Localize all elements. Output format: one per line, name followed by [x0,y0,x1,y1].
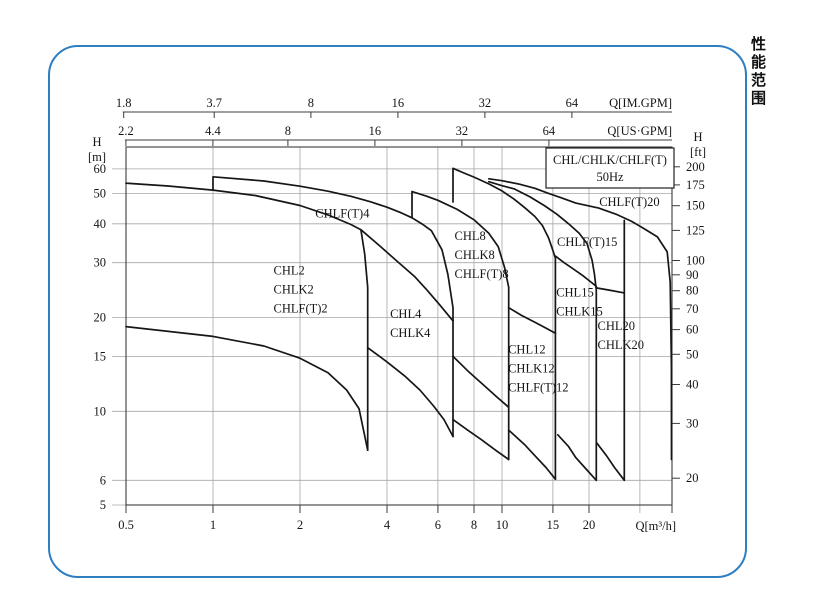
curve-label: CHLK20 [598,338,645,352]
curve-label: CHLF(T)12 [508,381,568,395]
y-right-tick-label: 30 [686,416,699,430]
im-gpm-tick-label: 1.8 [116,96,132,110]
pump-curve-CHL2-bottom [125,325,369,452]
y-right-tick-label: 60 [686,323,699,337]
curve-label: CHL4 [390,307,422,321]
curve-label: CHL2 [274,264,305,278]
us-gpm-tick-label: 4.4 [205,124,221,138]
y-left-tick-label: 5 [100,498,106,512]
pump-curve-CHL15-mid [554,255,598,288]
y-left-tick-label: 6 [100,473,106,487]
us-gpm-tick-label: 32 [456,124,469,138]
y-left-tick-label: 20 [94,311,107,325]
curve-label: CHLK4 [390,326,431,340]
x-axis-label: Q[m³/h] [635,519,676,533]
us-gpm-tick-label: 2.2 [118,124,134,138]
im-gpm-axis-label: Q[IM.GPM] [609,96,672,110]
y-right-tick-label: 50 [686,347,699,361]
y-right-tick-label: 125 [686,223,705,237]
pump-curve-CHL8-bottom [452,418,510,461]
pump-curve-CHL20-mid [595,287,626,294]
pump-curve-CHL15-bottom [556,433,598,482]
x-tick-label: 1 [210,518,216,532]
curve-label: CHLK2 [274,283,314,297]
pump-curve-CHL12-top [452,167,557,481]
x-tick-label: 20 [583,518,596,532]
y-right-axis-label: H [693,130,702,144]
pump-curve-CHL12-bottom [507,429,557,481]
y-left-tick-label: 50 [94,187,107,201]
im-gpm-tick-label: 16 [392,96,405,110]
us-gpm-axis-label: Q[US·GPM] [607,124,672,138]
y-left-axis-unit: [m] [88,150,106,164]
title-box-line1: CHL/CHLK/CHLF(T) [553,153,667,167]
y-right-tick-label: 70 [686,302,699,316]
pump-curve-CHL2-top [125,182,369,452]
pump-curve-CHL4-top [212,175,454,438]
y-right-tick-label: 175 [686,178,705,192]
im-gpm-tick-label: 64 [566,96,579,110]
im-gpm-tick-label: 3.7 [206,96,222,110]
y-right-tick-label: 150 [686,199,705,213]
pump-curve-CHL15-top [487,180,598,482]
pump-curve-CHL20-bottom [596,442,626,482]
us-gpm-tick-label: 64 [543,124,556,138]
curve-label: CHLK8 [455,248,495,262]
chart-frame-border [48,45,747,578]
title-box-line2: 50Hz [596,170,624,184]
us-gpm-tick-label: 16 [369,124,382,138]
im-gpm-tick-label: 8 [308,96,314,110]
im-gpm-tick-label: 32 [479,96,492,110]
curve-label: CHLK15 [556,305,603,319]
side-vertical-label: 性能范围 [749,36,765,108]
y-right-tick-label: 200 [686,160,705,174]
y-right-tick-label: 20 [686,471,699,485]
curve-label: CHL15 [556,286,594,300]
x-tick-label: 4 [384,518,391,532]
pump-curve-CHL12-mid [507,306,557,335]
x-tick-label: 10 [496,518,509,532]
x-tick-label: 0.5 [118,518,134,532]
y-right-tick-label: 100 [686,254,705,268]
curve-label: CHLF(T)20 [599,195,659,209]
x-tick-label: 6 [435,518,441,532]
y-right-axis-unit: [ft] [690,145,706,159]
y-left-tick-label: 15 [94,349,107,363]
us-gpm-tick-label: 8 [285,124,291,138]
y-right-tick-label: 40 [686,378,699,392]
curve-label: CHL20 [598,319,636,333]
pump-curve-CHL20-top [487,177,673,461]
x-tick-label: 2 [297,518,303,532]
curve-label: CHLF(T)2 [274,302,328,316]
y-right-tick-label: 80 [686,284,699,298]
curve-label: CHLF(T)4 [315,206,370,220]
y-left-tick-label: 60 [94,162,107,176]
pump-curve-CHL4-mid [360,228,454,322]
y-left-tick-label: 40 [94,217,107,231]
y-right-tick-label: 90 [686,268,699,282]
curve-label: CHLF(T)15 [557,235,617,249]
title-box [545,147,675,189]
pump-curve-CHL8-top [411,190,510,461]
curve-label: CHL8 [455,229,486,243]
y-left-tick-label: 30 [94,256,107,270]
x-tick-label: 8 [471,518,477,532]
y-left-axis-label: H [92,135,101,149]
pump-curve-CHL8-mid [452,355,510,409]
y-left-tick-label: 10 [94,404,107,418]
curve-label: CHL12 [508,343,545,357]
x-tick-label: 15 [547,518,560,532]
curve-label: CHLF(T)8 [455,267,509,281]
pump-curve-CHL4-bottom [366,346,454,438]
curve-label: CHLK12 [508,362,555,376]
